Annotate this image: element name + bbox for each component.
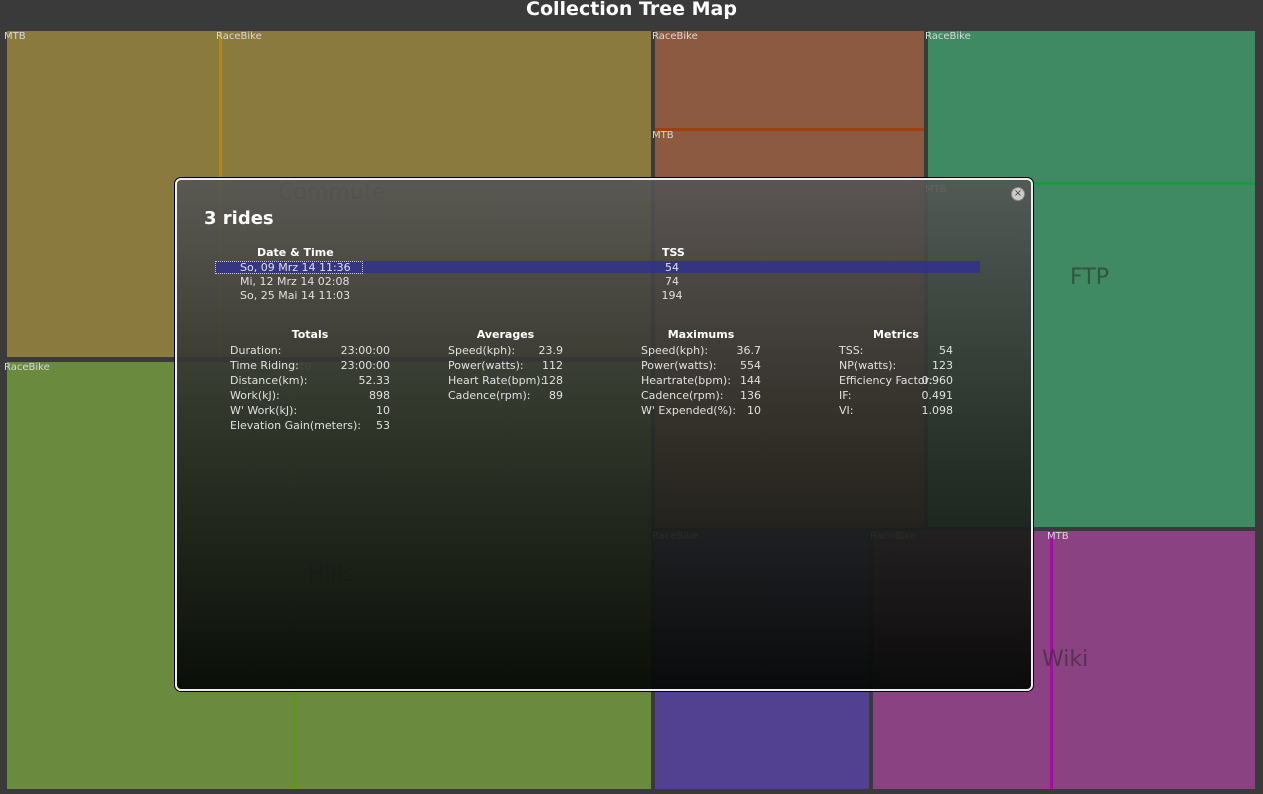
metric-value: 144 [740,374,761,387]
metric-label: Heart Rate(bpm): [448,374,545,387]
metric-value: 128 [542,374,563,387]
metric-value: 136 [740,389,761,402]
group-label: FTP [1070,265,1109,290]
metric-label: Elevation Gain(meters): [230,419,361,432]
section-title: Metrics [873,328,919,341]
selected-row[interactable] [215,261,980,273]
ride-tss[interactable]: 194 [661,289,683,302]
metric-label: Speed(kph): [641,344,709,357]
metric-label: Cadence(rpm): [641,389,724,402]
metric-label: Power(watts): [641,359,717,372]
metric-value: 52.33 [358,374,391,387]
metric-label: Duration: [230,344,282,357]
metric-label: IF: [839,389,852,402]
metric-label: W' Work(kJ): [230,404,298,417]
metric-value: 36.7 [736,344,762,357]
metric-value: 123 [932,359,953,372]
treemap-cell[interactable] [655,31,924,128]
metric-value: 0.960 [921,374,954,387]
ride-date[interactable]: So, 25 Mai 14 11:03 [240,289,351,302]
metric-value: 898 [369,389,390,402]
metric-label: Cadence(rpm): [448,389,531,402]
metric-label: Distance(km): [230,374,308,387]
cell-label: RaceBike [216,31,262,42]
metric-value: 0.491 [921,389,954,402]
metric-value: 53 [376,419,390,432]
metric-value: 23:00:00 [340,344,390,357]
metric-label: Power(watts): [448,359,524,372]
group-label: Wiki [1042,647,1089,672]
metric-value: 54 [939,344,953,357]
cell-label: MTB [1047,531,1069,542]
title: Collection Tree Map [526,0,737,20]
metric-value: 89 [549,389,563,402]
metric-value: 23:00:00 [340,359,390,372]
metric-label: Efficiency Factor: [839,374,933,387]
section-title: Averages [476,328,535,341]
metric-value: 112 [542,359,563,372]
metric-value: 23.9 [538,344,564,357]
metric-label: Speed(kph): [448,344,516,357]
cell-label: MTB [652,130,674,141]
metric-label: Time Riding: [230,359,299,372]
metric-label: W' Expended(%): [641,404,737,417]
popup-title: 3 rides [204,208,274,229]
close-button[interactable]: × [1011,187,1025,201]
metric-label: Heartrate(bpm): [641,374,731,387]
cell-label: RaceBike [4,362,50,373]
cell-label: RaceBike [925,31,971,42]
metric-value: 1.098 [921,404,954,417]
metric-value: 554 [740,359,761,372]
metric-value: 10 [747,404,761,417]
ride-date[interactable]: Mi, 12 Mrz 14 02:08 [240,275,350,288]
column-header: Date & Time [257,246,334,259]
metric-label: Work(kJ): [230,389,280,402]
section-title: Maximums [667,328,735,341]
treemap-cell[interactable] [1050,531,1255,789]
focus-outline [215,261,363,274]
metric-label: VI: [839,404,854,417]
metric-label: NP(watts): [839,359,897,372]
section-title: Totals [291,328,329,341]
cell-label: RaceBike [652,31,698,42]
cell-label: MTB [4,31,26,42]
ride-tss[interactable]: 74 [665,275,679,288]
metric-label: TSS: [839,344,864,357]
ride-tss[interactable]: 54 [665,261,679,274]
ride-date[interactable]: So, 09 Mrz 14 11:36 [240,261,351,274]
treemap-cell[interactable] [928,31,1255,182]
metric-value: 10 [376,404,390,417]
column-header: TSS [662,246,685,259]
